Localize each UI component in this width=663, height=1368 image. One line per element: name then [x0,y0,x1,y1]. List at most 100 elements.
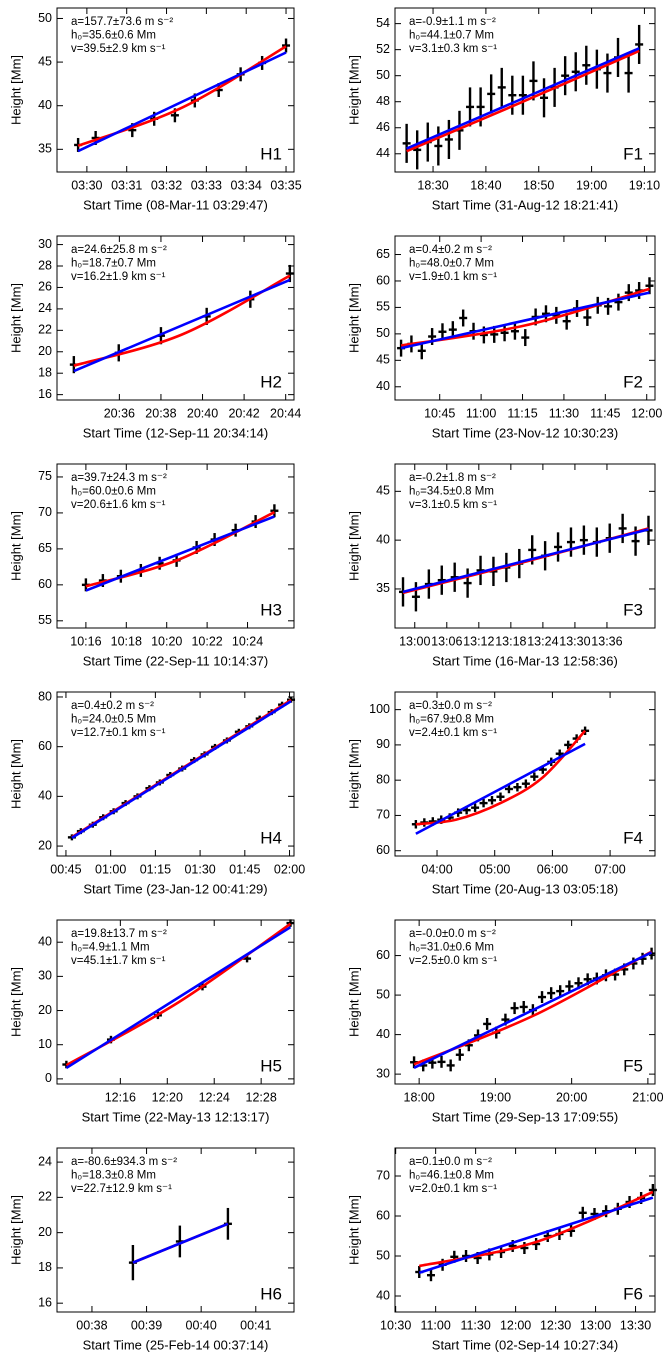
y-axis-label: Height [Mm] [346,967,361,1037]
panel-label: H1 [260,144,282,163]
y-axis-label: Height [Mm] [8,55,23,125]
y-tick-label: 60 [376,948,390,962]
y-tick-label: 35 [38,142,52,156]
panel: 60 70 80 90 100 04:00 05:00 06:00 07:00 Start Tim… [346,691,656,896]
fit-annotation: h₀=31.0±0.6 Mm [409,942,494,954]
fit-line [77,51,287,153]
y-axis-label: Height [Mm] [8,511,23,581]
x-axis-label: Start Time (12-Sep-11 20:34:14) [83,425,268,440]
y-tick-label: 54 [376,16,390,30]
x-tick-label: 20:38 [145,406,176,420]
x-tick-label: 12:30 [540,1318,571,1332]
x-tick-label: 00:41 [240,1318,271,1332]
x-tick-label: 20:40 [187,406,218,420]
fit-annotation: v=2.4±0.1 km s⁻¹ [409,727,497,739]
panel-label: F2 [623,372,643,391]
x-tick-label: 00:39 [131,1318,162,1332]
fit-annotation: a=157.7±73.6 m s⁻² [71,16,173,28]
x-tick-label: 13:06 [431,634,462,648]
panel-label: F3 [623,600,643,619]
x-tick-label: 06:00 [537,862,568,876]
x-tick-label: 13:36 [591,634,622,648]
y-tick-label: 45 [38,54,52,68]
x-tick-label: 20:44 [270,406,301,420]
x-tick-label: 10:45 [424,406,455,420]
y-tick-label: 20 [38,344,52,358]
x-tick-label: 01:15 [140,862,171,876]
x-tick-label: 10:24 [232,634,263,648]
x-tick-label: 01:00 [95,862,126,876]
x-tick-label: 02:00 [274,862,305,876]
x-tick-label: 11:45 [590,406,620,420]
fit-annotation: v=3.1±0.3 km s⁻¹ [409,43,497,55]
fit-annotation: a=24.6±25.8 m s⁻² [71,244,167,256]
plot-frame [56,463,295,629]
y-tick-label: 70 [376,1168,390,1182]
panel: 16 18 20 22 24 00:38 00:39 00:40 00:41 Start Time… [8,1147,295,1352]
x-tick-label: 10:22 [191,634,222,648]
fit-annotation: h₀=35.6±0.6 Mm [71,30,156,42]
fit-annotation: v=1.9±0.1 km s⁻¹ [409,271,497,283]
plot-frame [56,7,295,173]
y-tick-label: 50 [376,68,390,82]
x-tick-label: 03:32 [151,178,182,192]
x-tick-label: 10:30 [380,1318,411,1332]
y-tick-label: 70 [376,808,390,822]
x-tick-label: 18:50 [523,178,554,192]
fit-line [415,729,587,826]
fit-annotation: h₀=46.1±0.8 Mm [409,1170,494,1182]
plot-frame [394,919,656,1085]
x-tick-label: 00:40 [186,1318,217,1332]
y-axis-label: Height [Mm] [346,739,361,809]
x-tick-label: 10:20 [151,634,182,648]
x-tick-label: 11:30 [549,406,579,420]
y-tick-label: 30 [38,237,52,251]
y-tick-label: 60 [38,577,52,591]
plot-frame [56,919,295,1085]
fit-annotation: a=-0.9±1.1 m s⁻² [409,16,496,28]
x-tick-label: 10:18 [111,634,142,648]
x-tick-label: 19:00 [480,1090,511,1104]
plot-frame [394,691,656,857]
x-tick-label: 13:24 [527,634,558,648]
panel: 44 46 48 50 52 54 18:30 18:40 18:50 19:00 19:10 Sta… [346,7,660,212]
y-tick-label: 0 [45,1071,52,1085]
fit-line [73,274,291,367]
x-tick-label: 19:10 [629,178,660,192]
y-axis-label: Height [Mm] [8,283,23,353]
x-tick-label: 00:38 [76,1318,107,1332]
panel-label: F4 [623,828,643,847]
y-axis-label: Height [Mm] [346,1195,361,1265]
y-tick-label: 20 [38,1003,52,1017]
panel: 40 50 60 70 10:30 11:00 11:30 12:00 12:30 13:00 13… [346,1147,657,1352]
fit-line [65,926,292,1070]
panel-label: F5 [623,1056,643,1075]
fit-line [418,1196,654,1275]
y-tick-label: 50 [376,326,390,340]
panel: 35 40 45 13:00 13:06 13:12 13:18 13:24 13:30 13:3… [346,463,656,668]
fit-annotation: h₀=48.0±0.7 Mm [409,258,494,270]
fit-annotation: a=0.4±0.2 m s⁻² [409,244,492,256]
y-tick-label: 70 [38,505,52,519]
x-tick-label: 05:00 [479,862,510,876]
plot-frame [394,463,656,629]
panel: 16 18 20 22 24 26 28 30 20:36 20:38 20:40 20:42 20:4… [8,235,301,440]
y-tick-label: 22 [38,1190,52,1204]
y-axis-label: Height [Mm] [346,511,361,581]
y-tick-label: 40 [38,789,52,803]
fit-line [406,47,640,150]
fit-line [71,700,292,839]
y-tick-label: 40 [38,98,52,112]
x-tick-label: 21:00 [632,1090,663,1104]
x-axis-label: Start Time (31-Aug-12 18:21:41) [432,197,618,212]
fit-annotation: a=0.4±0.2 m s⁻² [71,700,154,712]
y-tick-label: 40 [376,1027,390,1041]
y-tick-label: 46 [376,120,390,134]
y-tick-label: 55 [38,613,52,627]
y-tick-label: 28 [38,258,52,272]
x-tick-label: 12:00 [500,1318,531,1332]
x-tick-label: 03:30 [71,178,102,192]
fit-annotation: a=-0.0±0.0 m s⁻² [409,928,496,940]
